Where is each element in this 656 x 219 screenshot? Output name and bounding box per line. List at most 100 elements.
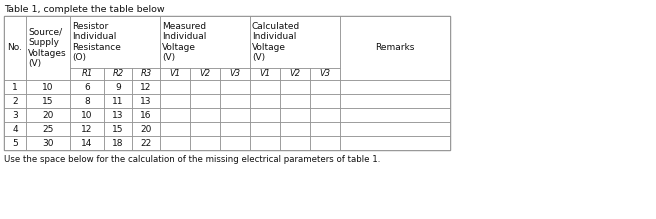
Bar <box>70 94 104 108</box>
Bar <box>310 122 340 136</box>
Text: 25: 25 <box>43 124 54 134</box>
Text: 22: 22 <box>140 138 152 148</box>
Bar <box>190 136 220 150</box>
Text: 12: 12 <box>81 124 92 134</box>
Bar <box>250 80 280 94</box>
Bar <box>160 136 190 150</box>
Text: V3: V3 <box>230 69 241 78</box>
Text: Table 1, complete the table below: Table 1, complete the table below <box>4 5 165 14</box>
Text: Calculated
Individual
Voltage
(V): Calculated Individual Voltage (V) <box>252 22 300 62</box>
Text: 4: 4 <box>12 124 18 134</box>
Bar <box>220 94 250 108</box>
Bar <box>190 80 220 94</box>
Text: 15: 15 <box>42 97 54 106</box>
Bar <box>340 80 450 94</box>
Text: R3: R3 <box>140 69 152 78</box>
Bar <box>280 136 310 150</box>
Bar <box>4 80 26 94</box>
Bar <box>26 16 70 80</box>
Bar <box>132 122 160 136</box>
Text: 5: 5 <box>12 138 18 148</box>
Bar <box>104 136 132 150</box>
Text: Resistor
Individual
Resistance
(O): Resistor Individual Resistance (O) <box>72 22 121 62</box>
Text: 30: 30 <box>42 138 54 148</box>
Text: 3: 3 <box>12 111 18 120</box>
Bar <box>340 16 450 80</box>
Bar <box>70 80 104 94</box>
Text: Source/
Supply
Voltages
(V): Source/ Supply Voltages (V) <box>28 28 67 68</box>
Bar <box>70 16 160 68</box>
Text: 10: 10 <box>81 111 92 120</box>
Text: 6: 6 <box>84 83 90 92</box>
Bar <box>4 16 26 80</box>
Text: 14: 14 <box>81 138 92 148</box>
Bar <box>280 94 310 108</box>
Bar <box>104 122 132 136</box>
Bar <box>310 68 340 80</box>
Bar <box>190 108 220 122</box>
Bar <box>26 108 70 122</box>
Bar <box>26 80 70 94</box>
Bar <box>104 108 132 122</box>
Text: 20: 20 <box>140 124 152 134</box>
Text: 10: 10 <box>42 83 54 92</box>
Bar <box>310 80 340 94</box>
Bar <box>104 80 132 94</box>
Bar <box>70 108 104 122</box>
Bar <box>132 136 160 150</box>
Bar <box>132 94 160 108</box>
Text: V2: V2 <box>289 69 300 78</box>
Bar <box>26 136 70 150</box>
Bar <box>70 136 104 150</box>
Bar <box>310 94 340 108</box>
Bar <box>70 68 104 80</box>
Text: No.: No. <box>7 44 22 53</box>
Bar <box>4 94 26 108</box>
Bar <box>4 16 450 150</box>
Bar <box>190 94 220 108</box>
Bar <box>160 94 190 108</box>
Text: R1: R1 <box>81 69 92 78</box>
Text: V1: V1 <box>259 69 270 78</box>
Text: 1: 1 <box>12 83 18 92</box>
Text: 18: 18 <box>112 138 124 148</box>
Bar <box>132 80 160 94</box>
Bar <box>104 68 132 80</box>
Bar <box>250 122 280 136</box>
Bar <box>250 136 280 150</box>
Bar <box>250 68 280 80</box>
Bar <box>250 108 280 122</box>
Bar <box>220 122 250 136</box>
Bar <box>26 94 70 108</box>
Bar <box>340 94 450 108</box>
Bar <box>132 68 160 80</box>
Bar <box>4 108 26 122</box>
Bar <box>340 136 450 150</box>
Bar <box>340 122 450 136</box>
Bar <box>104 94 132 108</box>
Text: Use the space below for the calculation of the missing electrical parameters of : Use the space below for the calculation … <box>4 154 380 164</box>
Text: V1: V1 <box>169 69 180 78</box>
Text: Measured
Individual
Voltage
(V): Measured Individual Voltage (V) <box>162 22 207 62</box>
Bar <box>220 80 250 94</box>
Bar <box>70 122 104 136</box>
Bar <box>160 68 190 80</box>
Text: R2: R2 <box>112 69 123 78</box>
Bar <box>26 122 70 136</box>
Bar <box>132 108 160 122</box>
Bar <box>280 68 310 80</box>
Bar <box>220 68 250 80</box>
Bar <box>310 136 340 150</box>
Bar <box>4 136 26 150</box>
Text: Remarks: Remarks <box>375 44 415 53</box>
Bar <box>4 122 26 136</box>
Text: V2: V2 <box>199 69 211 78</box>
Text: 16: 16 <box>140 111 152 120</box>
Bar <box>280 122 310 136</box>
Bar <box>250 94 280 108</box>
Bar <box>190 68 220 80</box>
Bar <box>340 108 450 122</box>
Text: 9: 9 <box>115 83 121 92</box>
Bar <box>220 108 250 122</box>
Bar <box>190 122 220 136</box>
